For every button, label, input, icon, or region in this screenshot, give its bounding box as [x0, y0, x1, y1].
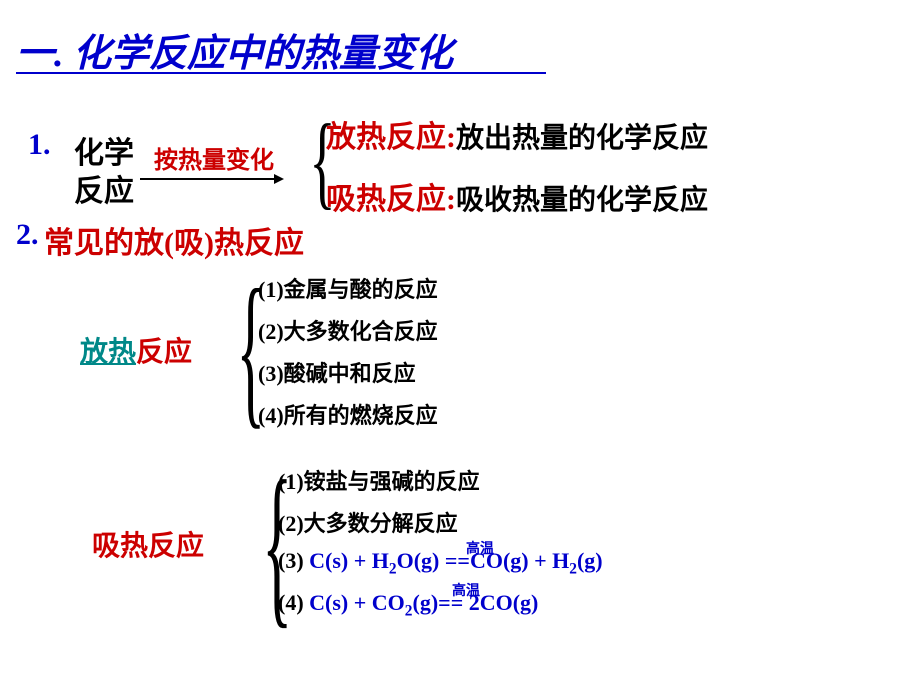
- section2-number: 2.: [16, 218, 39, 252]
- row2-head: 吸热反应:: [326, 183, 456, 216]
- xire-item-1: (1)铵盐与强碱的反应: [278, 464, 480, 496]
- main-title: 一. 化学反应中的热量变化: [16, 22, 453, 77]
- arrow-icon: [140, 178, 282, 180]
- xire-item-4-formula: C(s) + CO2(g)== 2CO(g): [309, 590, 538, 615]
- section1-number: 1.: [28, 128, 51, 162]
- xire-item-2: (2)大多数分解反应: [278, 506, 458, 538]
- xire-item-4: (4) C(s) + CO2(g)== 2CO(g): [278, 590, 538, 620]
- fangre-item-3: (3)酸碱中和反应: [258, 356, 416, 388]
- row1-head: 放热反应:: [326, 121, 456, 154]
- row1-tail: 放出热量的化学反应: [456, 123, 708, 154]
- fangre-item-4: (4)所有的燃烧反应: [258, 398, 438, 430]
- fangre-label: 放热反应: [80, 330, 192, 370]
- title-underline: [16, 72, 546, 74]
- arrow-label: 按热量变化: [154, 140, 274, 175]
- condition-1: 高温: [466, 538, 494, 558]
- fangre-item-1: (1)金属与酸的反应: [258, 272, 438, 304]
- fangre-label-teal: 放热: [80, 337, 136, 368]
- xire-label: 吸热反应: [92, 524, 204, 564]
- row2-tail: 吸收热量的化学反应: [456, 185, 708, 216]
- fangre-label-red: 反应: [136, 337, 192, 368]
- section1-row2: 吸热反应:吸收热量的化学反应: [326, 174, 708, 218]
- xire-item-4-pre: (4): [278, 590, 309, 615]
- xire-item-3-pre: (3): [278, 548, 309, 573]
- xire-item-3: (3) C(s) + H2O(g) ==CO(g) + H2(g): [278, 548, 603, 578]
- condition-2: 高温: [452, 580, 480, 600]
- fangre-item-2: (2)大多数化合反应: [258, 314, 438, 346]
- section1-row1: 放热反应:放出热量的化学反应: [326, 112, 708, 156]
- section1-label-bot: 反应: [74, 166, 134, 210]
- xire-item-3-formula: C(s) + H2O(g) ==CO(g) + H2(g): [309, 548, 602, 573]
